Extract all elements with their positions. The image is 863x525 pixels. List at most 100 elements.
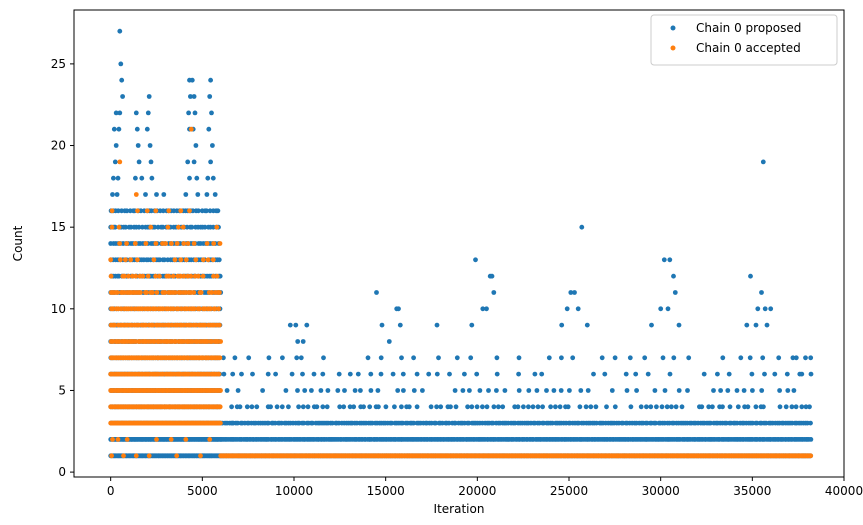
legend-label-proposed: Chain 0 proposed <box>696 21 801 35</box>
accepted-point <box>133 192 139 197</box>
proposed-point <box>588 404 594 410</box>
accepted-point <box>198 453 203 459</box>
accepted-point <box>133 453 139 459</box>
proposed-point <box>760 355 766 361</box>
proposed-point <box>583 404 589 410</box>
proposed-point <box>136 224 142 230</box>
y-tick-label: 0 <box>58 465 66 479</box>
accepted-point <box>169 241 174 246</box>
proposed-point <box>474 404 480 410</box>
proposed-point <box>389 420 395 426</box>
proposed-point <box>205 175 211 181</box>
proposed-point <box>392 404 397 410</box>
proposed-point <box>355 371 361 377</box>
accepted-point <box>217 404 223 410</box>
proposed-point <box>189 77 195 83</box>
proposed-point <box>777 404 783 410</box>
proposed-point <box>351 404 357 410</box>
legend-marker-proposed <box>670 25 676 31</box>
accepted-point <box>172 290 178 295</box>
proposed-point <box>584 322 590 328</box>
accepted-point <box>115 437 121 442</box>
proposed-point <box>115 208 121 214</box>
proposed-point <box>634 388 639 393</box>
legend: Chain 0 proposed Chain 0 accepted <box>650 14 838 66</box>
y-axis-ticks: 0 5 10 15 20 25 <box>51 57 74 479</box>
proposed-point <box>189 224 195 230</box>
y-axis-label: Count <box>11 225 25 261</box>
proposed-point <box>469 322 475 328</box>
proposed-point <box>341 404 347 410</box>
proposed-point <box>500 404 506 410</box>
proposed-point <box>708 420 713 426</box>
proposed-point <box>521 404 526 410</box>
accepted-point <box>216 371 222 377</box>
proposed-point <box>808 355 814 361</box>
proposed-point <box>473 257 478 263</box>
y-tick-label: 5 <box>58 383 66 397</box>
accepted-point <box>122 273 127 279</box>
proposed-point <box>230 420 236 426</box>
accepted-point <box>153 241 159 246</box>
proposed-point <box>186 110 192 116</box>
proposed-point <box>654 404 659 410</box>
accepted-point <box>205 257 211 263</box>
proposed-point <box>136 159 142 165</box>
accepted-point <box>116 224 122 230</box>
proposed-point <box>741 388 747 393</box>
proposed-point <box>152 224 158 230</box>
proposed-point <box>750 388 755 393</box>
proposed-point <box>414 371 420 377</box>
proposed-point <box>154 192 159 197</box>
proposed-point <box>762 306 768 312</box>
proposed-point <box>653 420 658 426</box>
accepted-point <box>211 241 217 246</box>
proposed-point <box>266 355 272 361</box>
proposed-point <box>710 404 715 410</box>
x-axis-label: Iteration <box>434 502 485 516</box>
proposed-point <box>624 388 630 393</box>
proposed-point <box>295 388 300 393</box>
proposed-point <box>438 404 444 410</box>
proposed-point <box>502 388 508 393</box>
proposed-point <box>526 404 531 410</box>
proposed-point <box>734 388 740 393</box>
accepted-point <box>218 388 223 393</box>
accepted-point <box>146 453 152 459</box>
accepted-point <box>144 208 150 214</box>
proposed-point <box>230 371 236 377</box>
proposed-point <box>648 404 654 410</box>
accepted-point <box>150 322 156 328</box>
proposed-point <box>715 371 720 377</box>
proposed-point <box>235 420 241 426</box>
x-tick-label: 20000 <box>458 484 496 498</box>
accepted-point <box>135 208 140 214</box>
proposed-point <box>293 322 299 328</box>
proposed-point <box>453 404 459 410</box>
proposed-point <box>738 355 744 361</box>
proposed-point <box>249 404 255 410</box>
series-accepted-points <box>108 126 814 459</box>
proposed-point <box>491 290 497 295</box>
accepted-point <box>170 306 176 312</box>
proposed-point <box>347 404 353 410</box>
proposed-point <box>484 306 489 312</box>
proposed-point <box>383 404 389 410</box>
proposed-point <box>287 322 293 328</box>
proposed-point <box>664 404 670 410</box>
proposed-point <box>745 404 751 410</box>
proposed-point <box>318 388 324 393</box>
proposed-point <box>195 192 201 197</box>
proposed-point <box>644 404 649 410</box>
proposed-point <box>699 404 705 410</box>
accepted-point <box>117 241 122 246</box>
proposed-point <box>379 322 385 328</box>
proposed-point <box>585 388 591 393</box>
proposed-point <box>237 404 243 410</box>
proposed-point <box>434 371 440 377</box>
x-tick-label: 35000 <box>733 484 771 498</box>
proposed-point <box>516 355 522 361</box>
proposed-point <box>111 175 116 181</box>
proposed-point <box>539 371 545 377</box>
proposed-point <box>446 420 452 426</box>
